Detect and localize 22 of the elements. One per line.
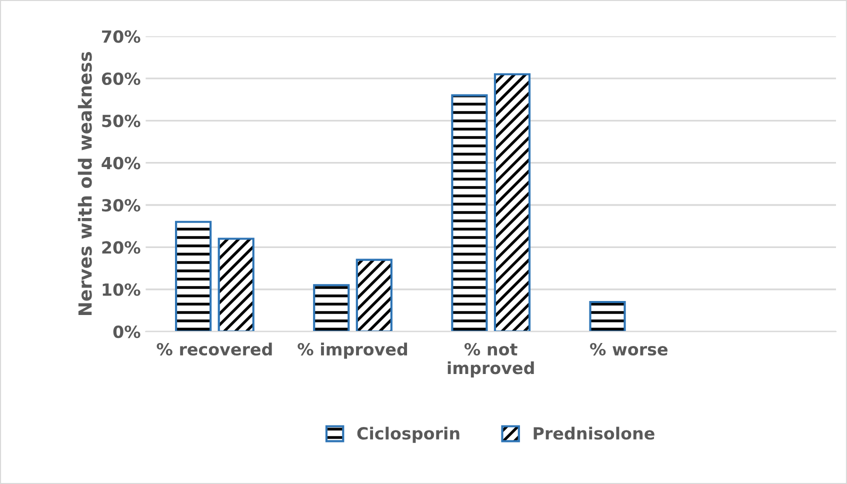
bar — [313, 284, 350, 332]
y-axis-title: Nerves with old weakness — [78, 52, 92, 315]
bar — [451, 94, 488, 332]
y-tick-label: 60% — [102, 72, 140, 86]
bar — [589, 300, 626, 332]
bar — [175, 220, 212, 332]
x-tick-label: % improved — [298, 342, 408, 359]
y-tick-label: 30% — [102, 198, 140, 212]
y-tick-label: 10% — [102, 283, 140, 296]
legend-label: Ciclosporin — [357, 426, 460, 443]
y-tick-label: 70% — [102, 30, 140, 43]
y-tick-label: 0% — [113, 326, 140, 338]
y-tick-label: 20% — [102, 241, 140, 254]
bar — [218, 238, 254, 332]
y-tick-label: 40% — [102, 156, 140, 170]
x-tick-label: % recovered — [156, 342, 272, 356]
bar — [494, 73, 531, 332]
x-tick-label: % not improved — [448, 342, 534, 378]
x-tick-label: % worse — [590, 342, 668, 356]
bar — [356, 258, 392, 332]
legend-label: Prednisolone — [534, 426, 654, 440]
y-tick-label: 50% — [102, 114, 140, 128]
